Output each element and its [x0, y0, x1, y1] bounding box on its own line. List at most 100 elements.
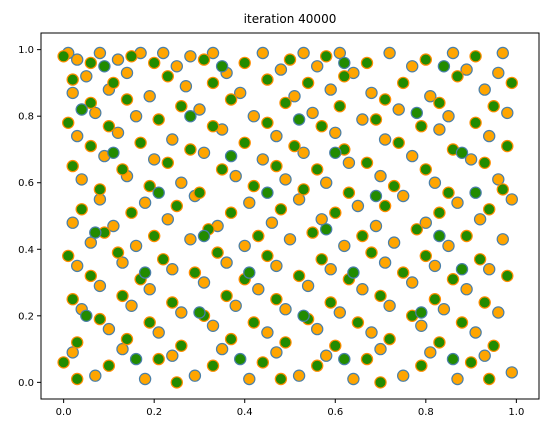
scatter-point [243, 266, 256, 279]
y-tick-label: 0.2 [18, 311, 34, 322]
scatter-point [93, 183, 107, 196]
scatter-point [342, 186, 356, 199]
x-tick-label: 1.0 [508, 407, 524, 418]
scatter-point [93, 312, 107, 326]
scatter-point [342, 156, 356, 169]
scatter-point [152, 113, 165, 126]
scatter-point [433, 123, 446, 136]
scatter-point [170, 199, 183, 213]
scatter-point [102, 359, 116, 372]
scatter-point [206, 359, 220, 372]
scatter-point [206, 76, 220, 90]
scatter-point [125, 50, 138, 63]
scatter-point [261, 326, 274, 339]
points-layer [57, 46, 518, 389]
scatter-point [89, 226, 102, 239]
scatter-point [387, 179, 401, 193]
scatter-point [152, 352, 165, 366]
scatter-point [193, 306, 206, 319]
scatter-point [329, 146, 342, 159]
scatter-point [283, 233, 297, 246]
scatter-point [469, 186, 482, 199]
scatter-point [274, 63, 288, 76]
scatter-point [152, 326, 165, 339]
scatter-point [193, 103, 206, 116]
scatter-point [279, 336, 292, 349]
scatter-point [125, 206, 138, 219]
scatter-point [288, 89, 301, 103]
scatter-point [261, 186, 274, 199]
scatter-point [143, 179, 156, 193]
scatter-point [184, 50, 197, 63]
scatter-point [451, 196, 464, 209]
scatter-point [501, 139, 514, 153]
scatter-point [315, 119, 328, 133]
scatter-point [75, 103, 88, 116]
x-axis: 0.0 0.2 0.4 0.6 0.8 1.0 [56, 399, 524, 418]
y-tick-label: 0.4 [18, 245, 34, 256]
scatter-point [333, 99, 346, 113]
scatter-point [138, 196, 152, 209]
scatter-point [66, 86, 79, 100]
scatter-point [270, 293, 283, 306]
scatter-point [70, 129, 84, 143]
scatter-point [469, 50, 482, 63]
scatter-point [369, 113, 383, 126]
scatter-point [478, 156, 491, 169]
x-tick-label: 0.8 [418, 407, 434, 418]
scatter-point [451, 372, 464, 386]
scatter-point [161, 70, 174, 83]
scatter-point [84, 96, 98, 110]
scatter-point [446, 352, 460, 366]
scatter-point [473, 213, 487, 226]
scatter-point [442, 186, 455, 199]
scatter-point [478, 83, 491, 96]
scatter-point [197, 146, 211, 159]
scatter-point [57, 356, 70, 369]
scatter-point [406, 60, 419, 73]
scatter-point [283, 53, 297, 66]
scatter-point [338, 70, 351, 83]
scatter-point [410, 106, 423, 120]
scatter-point [166, 296, 179, 309]
scatter-point [297, 146, 310, 159]
scatter-point [274, 372, 288, 386]
scatter-point [378, 93, 392, 106]
scatter-point [166, 349, 179, 362]
scatter-point [129, 352, 143, 366]
scatter-point [365, 86, 378, 100]
scatter-point [496, 46, 509, 60]
scatter-point [306, 106, 319, 120]
scatter-point [315, 253, 328, 266]
scatter-point [428, 259, 442, 273]
scatter-point [193, 186, 206, 199]
scatter-point [311, 60, 324, 73]
scatter-point [415, 359, 428, 372]
scatter-point [197, 276, 211, 289]
scatter-point [406, 149, 419, 163]
scatter-point [369, 219, 383, 233]
scatter-point [469, 116, 482, 130]
scatter-point [288, 139, 301, 153]
scatter-point [80, 70, 93, 83]
scatter-point [279, 96, 292, 110]
scatter-point [120, 93, 134, 106]
scatter-point [437, 303, 451, 316]
scatter-point [107, 76, 120, 90]
scatter-point [70, 259, 84, 273]
scatter-point [70, 336, 84, 349]
scatter-point [233, 352, 247, 366]
scatter-point [184, 109, 197, 123]
scatter-point [247, 179, 260, 193]
scatter-point [197, 53, 211, 66]
scatter-point [252, 283, 265, 296]
scatter-point [261, 116, 274, 130]
scatter-point [301, 76, 315, 90]
scatter-point [446, 46, 460, 60]
scatter-point [229, 169, 242, 183]
scatter-point [496, 183, 509, 196]
scatter-point [175, 99, 188, 113]
scatter-point [102, 322, 116, 336]
scatter-point [483, 129, 496, 143]
scatter-point [247, 109, 260, 123]
